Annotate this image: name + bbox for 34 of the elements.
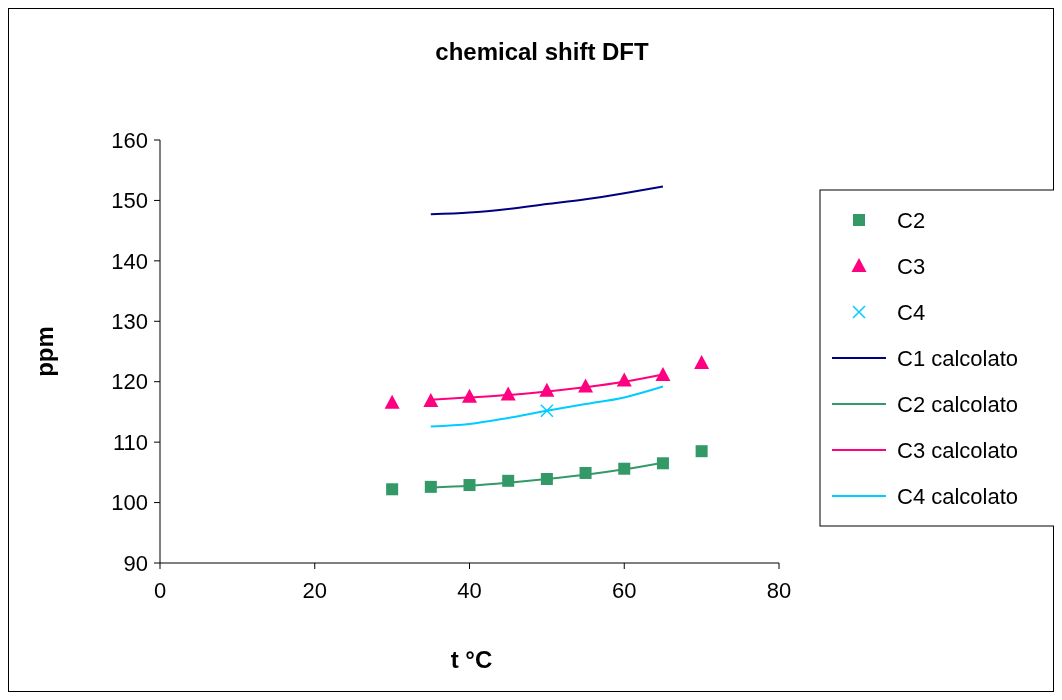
legend-label: C3 calcolato [897,437,1019,463]
point [423,393,439,408]
line-series [429,385,664,428]
legend-label: C2 calcolato [897,391,1019,417]
legend-label: C2 [897,207,926,233]
y-tick-label: 150 [111,188,148,214]
legend-label: C4 calcolato [897,483,1019,509]
y-tick-label: 120 [111,369,148,395]
y-tick-label: 110 [112,429,148,455]
x-tick-label: 20 [302,578,327,603]
x-tick-label: 80 [766,578,792,603]
legend-label: C4 [897,299,926,325]
y-axis-title: ppm [31,326,58,377]
point [386,483,399,496]
point [655,367,671,382]
legend-label: C3 [897,253,926,279]
point [540,403,554,418]
x-tick-label: 40 [457,578,482,603]
y-tick-label: 100 [111,490,148,516]
x-axis-title: t °C [450,646,493,673]
legend-label: C1 calcolato [897,345,1019,371]
point [694,354,710,369]
y-tick-label: 160 [111,127,148,153]
line-series [429,185,664,216]
point [384,394,400,409]
y-tick-label: 130 [111,308,148,334]
x-tick-label: 0 [153,578,167,603]
point [424,480,437,493]
y-tick-label: 140 [111,248,148,274]
point [656,457,669,470]
chart-title: chemical shift DFT [435,38,650,65]
x-tick-label: 60 [612,578,637,603]
y-tick-label: 90 [123,550,148,576]
point [695,445,708,458]
